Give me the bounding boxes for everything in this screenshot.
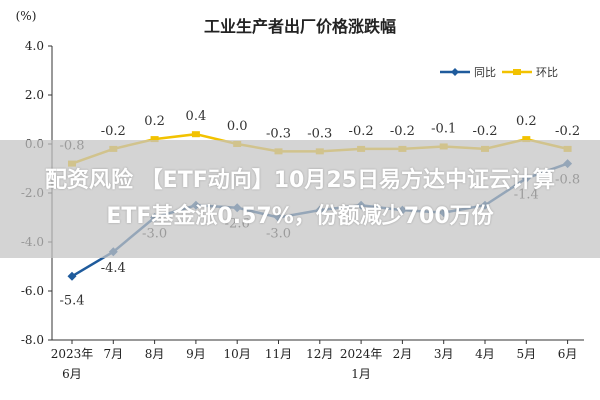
x-tick-label: 12月 [306, 347, 333, 361]
data-point-mom [191, 131, 200, 138]
x-tick-label: 4月 [475, 347, 495, 361]
y-tick-label: 4.0 [25, 39, 44, 53]
data-label-yoy: -5.4 [59, 293, 84, 308]
legend-marker [513, 69, 521, 75]
y-axis-unit: (%) [16, 9, 37, 23]
x-tick-label: 7月 [103, 347, 123, 361]
legend-marker [451, 68, 459, 76]
overlay-headline-line-1: 配资风险 【ETF动向】10月25日易方达中证云计算 [45, 168, 555, 193]
legend: 同比 环比 [440, 66, 558, 79]
data-label-mom: -0.2 [555, 124, 580, 139]
data-label-mom: 0.2 [516, 114, 537, 129]
data-label-yoy: -4.4 [101, 261, 126, 276]
data-point-mom [150, 136, 159, 143]
x-tick-label: 2月 [393, 347, 413, 361]
x-tick-label: 2024年 [340, 347, 383, 361]
data-label-mom: 0.4 [186, 109, 207, 124]
data-label-mom: -0.2 [390, 124, 415, 139]
data-point-mom [522, 136, 531, 143]
data-label-mom: -0.1 [431, 121, 456, 136]
data-label-mom: 0.2 [144, 114, 165, 129]
x-tick-label: 2023年 [51, 347, 94, 361]
data-label-mom: -0.3 [266, 126, 291, 141]
data-label-mom: -0.2 [349, 124, 374, 139]
x-tick-label: 6月 [558, 347, 578, 361]
legend-label: 环比 [536, 66, 558, 79]
y-tick-label: -8.0 [21, 333, 44, 347]
legend-label: 同比 [474, 66, 496, 79]
x-tick-label: 9月 [186, 347, 206, 361]
data-label-mom: -0.2 [101, 124, 126, 139]
news-overlay-banner: 配资风险 【ETF动向】10月25日易方达中证云计算 ETF基金涨0.57%，份… [0, 140, 600, 258]
data-point-yoy [67, 271, 77, 281]
x-tick-label: 5月 [516, 347, 536, 361]
x-tick-label: 6月 [62, 367, 82, 381]
x-tick-label: 1月 [351, 367, 371, 381]
x-tick-label: 8月 [145, 347, 165, 361]
y-tick-label: 2.0 [25, 88, 44, 102]
x-tick-label: 11月 [265, 347, 292, 361]
overlay-headline-line-2: ETF基金涨0.57%，份额减少700万份 [106, 204, 494, 229]
data-label-mom: 0.0 [227, 119, 248, 134]
chart-title: 工业生产者出厂价格涨跌幅 [204, 17, 396, 36]
data-label-mom: -0.3 [307, 126, 332, 141]
y-tick-label: -6.0 [21, 284, 44, 298]
x-tick-label: 10月 [224, 347, 251, 361]
data-label-mom: -0.2 [472, 124, 497, 139]
x-tick-label: 3月 [434, 347, 454, 361]
